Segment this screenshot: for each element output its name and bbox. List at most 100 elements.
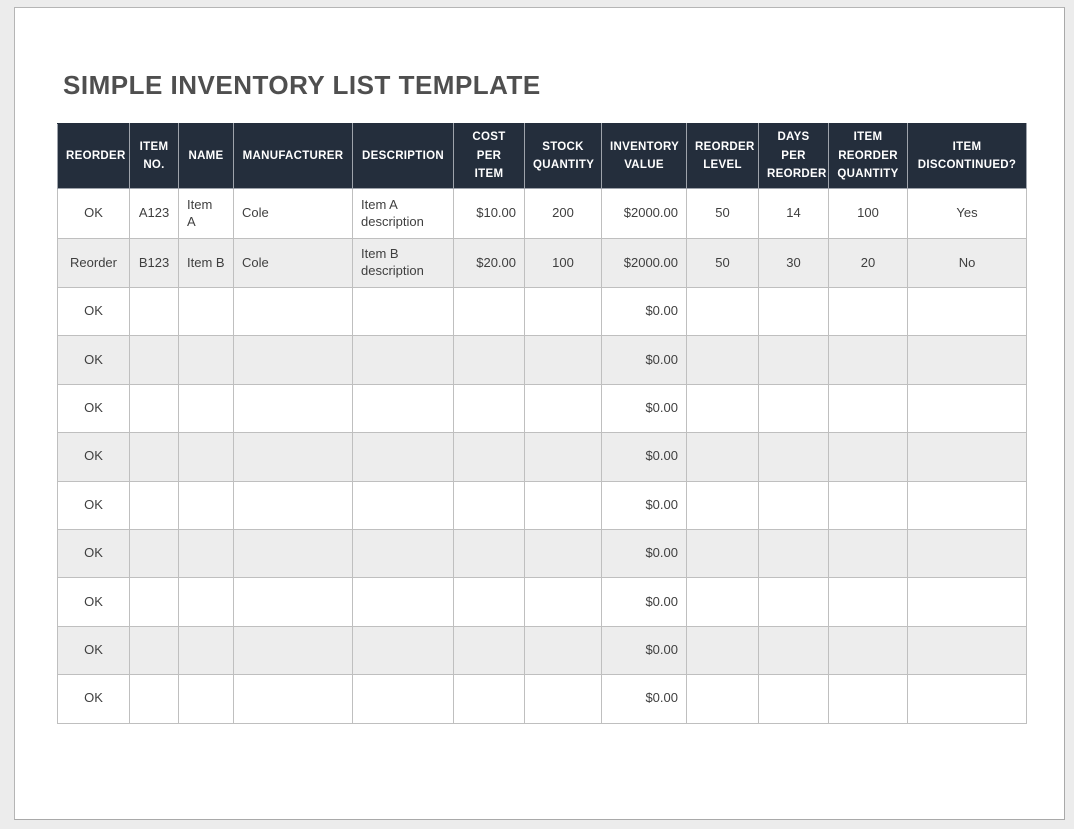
cell-days-per-reorder-row3[interactable] (758, 286, 829, 337)
cell-item-reorder-qty-row10[interactable] (828, 625, 908, 676)
cell-days-per-reorder-row8[interactable] (758, 528, 829, 579)
cell-stock-quantity-row8[interactable] (524, 528, 602, 579)
cell-reorder-row4[interactable]: OK (57, 335, 130, 385)
cell-reorder-row2[interactable]: Reorder (57, 238, 130, 288)
cell-item-reorder-qty-row6[interactable] (828, 432, 908, 482)
cell-description-row8[interactable] (352, 528, 454, 579)
cell-item-discontinued-row2[interactable]: No (907, 238, 1027, 288)
cell-cost-per-item-row7[interactable] (453, 480, 525, 530)
cell-item-no-row8[interactable] (129, 528, 179, 579)
cell-cost-per-item-row4[interactable] (453, 335, 525, 385)
cell-inventory-value-row6[interactable]: $0.00 (601, 432, 687, 482)
cell-item-no-row1[interactable]: A123 (129, 188, 179, 239)
cell-manufacturer-row7[interactable] (233, 480, 353, 530)
cell-inventory-value-row5[interactable]: $0.00 (601, 383, 687, 434)
cell-item-no-row5[interactable] (129, 383, 179, 434)
cell-cost-per-item-row2[interactable]: $20.00 (453, 238, 525, 288)
cell-description-row9[interactable] (352, 577, 454, 627)
cell-reorder-level-row1[interactable]: 50 (686, 188, 759, 239)
cell-description-row6[interactable] (352, 432, 454, 482)
cell-reorder-row3[interactable]: OK (57, 286, 130, 337)
cell-item-no-row7[interactable] (129, 480, 179, 530)
cell-item-no-row11[interactable] (129, 674, 179, 724)
cell-description-row5[interactable] (352, 383, 454, 434)
cell-inventory-value-row8[interactable]: $0.00 (601, 528, 687, 579)
cell-item-discontinued-row9[interactable] (907, 577, 1027, 627)
cell-days-per-reorder-row7[interactable] (758, 480, 829, 530)
cell-stock-quantity-row6[interactable] (524, 432, 602, 482)
cell-stock-quantity-row7[interactable] (524, 480, 602, 530)
cell-reorder-row7[interactable]: OK (57, 480, 130, 530)
cell-days-per-reorder-row5[interactable] (758, 383, 829, 434)
cell-manufacturer-row11[interactable] (233, 674, 353, 724)
cell-manufacturer-row6[interactable] (233, 432, 353, 482)
cell-reorder-level-row6[interactable] (686, 432, 759, 482)
cell-inventory-value-row2[interactable]: $2000.00 (601, 238, 687, 288)
cell-inventory-value-row1[interactable]: $2000.00 (601, 188, 687, 239)
cell-item-reorder-qty-row7[interactable] (828, 480, 908, 530)
cell-description-row10[interactable] (352, 625, 454, 676)
cell-cost-per-item-row9[interactable] (453, 577, 525, 627)
cell-name-row2[interactable]: Item B (178, 238, 234, 288)
cell-days-per-reorder-row1[interactable]: 14 (758, 188, 829, 239)
cell-item-no-row4[interactable] (129, 335, 179, 385)
cell-name-row4[interactable] (178, 335, 234, 385)
cell-reorder-row10[interactable]: OK (57, 625, 130, 676)
cell-name-row8[interactable] (178, 528, 234, 579)
cell-inventory-value-row9[interactable]: $0.00 (601, 577, 687, 627)
cell-manufacturer-row8[interactable] (233, 528, 353, 579)
cell-reorder-level-row4[interactable] (686, 335, 759, 385)
cell-description-row1[interactable]: Item A description (352, 188, 454, 239)
cell-cost-per-item-row8[interactable] (453, 528, 525, 579)
cell-item-reorder-qty-row4[interactable] (828, 335, 908, 385)
cell-item-reorder-qty-row9[interactable] (828, 577, 908, 627)
cell-stock-quantity-row5[interactable] (524, 383, 602, 434)
cell-manufacturer-row3[interactable] (233, 286, 353, 337)
cell-name-row10[interactable] (178, 625, 234, 676)
cell-days-per-reorder-row4[interactable] (758, 335, 829, 385)
cell-manufacturer-row10[interactable] (233, 625, 353, 676)
cell-item-no-row10[interactable] (129, 625, 179, 676)
cell-days-per-reorder-row10[interactable] (758, 625, 829, 676)
cell-cost-per-item-row1[interactable]: $10.00 (453, 188, 525, 239)
cell-inventory-value-row11[interactable]: $0.00 (601, 674, 687, 724)
cell-stock-quantity-row10[interactable] (524, 625, 602, 676)
cell-description-row3[interactable] (352, 286, 454, 337)
cell-item-reorder-qty-row5[interactable] (828, 383, 908, 434)
cell-item-discontinued-row4[interactable] (907, 335, 1027, 385)
cell-name-row11[interactable] (178, 674, 234, 724)
cell-manufacturer-row9[interactable] (233, 577, 353, 627)
cell-cost-per-item-row3[interactable] (453, 286, 525, 337)
cell-reorder-level-row5[interactable] (686, 383, 759, 434)
cell-inventory-value-row7[interactable]: $0.00 (601, 480, 687, 530)
cell-cost-per-item-row10[interactable] (453, 625, 525, 676)
cell-inventory-value-row4[interactable]: $0.00 (601, 335, 687, 385)
cell-item-no-row9[interactable] (129, 577, 179, 627)
cell-item-discontinued-row11[interactable] (907, 674, 1027, 724)
cell-item-reorder-qty-row11[interactable] (828, 674, 908, 724)
cell-stock-quantity-row9[interactable] (524, 577, 602, 627)
cell-item-reorder-qty-row2[interactable]: 20 (828, 238, 908, 288)
cell-item-discontinued-row8[interactable] (907, 528, 1027, 579)
cell-name-row9[interactable] (178, 577, 234, 627)
cell-days-per-reorder-row2[interactable]: 30 (758, 238, 829, 288)
cell-item-reorder-qty-row3[interactable] (828, 286, 908, 337)
cell-cost-per-item-row11[interactable] (453, 674, 525, 724)
cell-reorder-level-row10[interactable] (686, 625, 759, 676)
cell-item-discontinued-row7[interactable] (907, 480, 1027, 530)
cell-reorder-row5[interactable]: OK (57, 383, 130, 434)
cell-name-row6[interactable] (178, 432, 234, 482)
cell-reorder-row9[interactable]: OK (57, 577, 130, 627)
cell-manufacturer-row4[interactable] (233, 335, 353, 385)
cell-reorder-row6[interactable]: OK (57, 432, 130, 482)
cell-manufacturer-row5[interactable] (233, 383, 353, 434)
cell-name-row3[interactable] (178, 286, 234, 337)
cell-reorder-level-row8[interactable] (686, 528, 759, 579)
cell-stock-quantity-row11[interactable] (524, 674, 602, 724)
cell-description-row4[interactable] (352, 335, 454, 385)
cell-reorder-level-row7[interactable] (686, 480, 759, 530)
cell-stock-quantity-row1[interactable]: 200 (524, 188, 602, 239)
cell-reorder-level-row2[interactable]: 50 (686, 238, 759, 288)
cell-cost-per-item-row6[interactable] (453, 432, 525, 482)
cell-name-row5[interactable] (178, 383, 234, 434)
